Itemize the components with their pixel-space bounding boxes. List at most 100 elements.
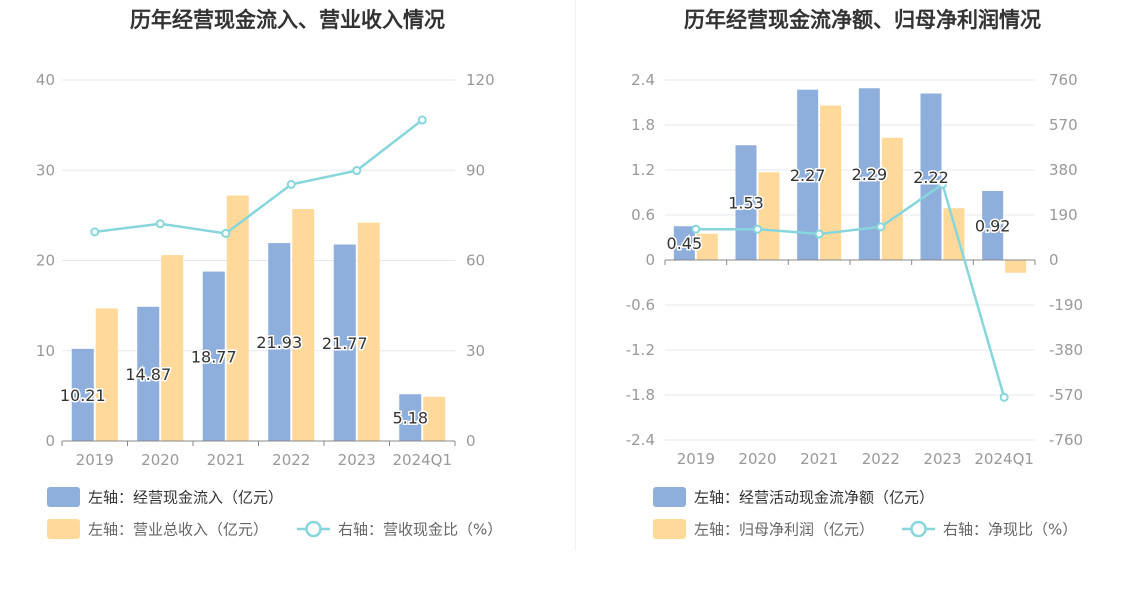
- y-right-tick-label: 60: [466, 252, 485, 270]
- x-tick-label: 2021: [207, 451, 245, 469]
- data-label: 2.22: [913, 168, 949, 187]
- y-left-tick-label: -1.2: [626, 341, 655, 359]
- ratio-point: [155, 219, 165, 229]
- bar-yellow: [423, 396, 446, 441]
- x-tick-label: 2020: [738, 450, 776, 468]
- x-tick-label: 2024Q1: [974, 450, 1034, 468]
- data-label: 2.29: [852, 165, 888, 184]
- grid-and-axes: 0 10 20 30 40 0 30 60 90 120: [36, 71, 495, 450]
- chart-net-cash-profit: 2.4 1.8 1.2 0.6 0 -0.6 -1.2 -1.8 -2.4 760 570 380 19…: [626, 71, 1083, 539]
- bar-yellow: [758, 172, 780, 260]
- y-left-tick-label: -2.4: [626, 431, 655, 449]
- ratio-line: [94, 119, 424, 235]
- ratio-point: [417, 115, 427, 125]
- bar-blue: [735, 145, 757, 260]
- bar-blue: [268, 243, 291, 441]
- ratio-point: [90, 227, 100, 237]
- legend-swatch: [47, 487, 80, 507]
- bar-blue: [797, 89, 819, 260]
- y-right-tick-label: 30: [466, 342, 485, 360]
- bar-blue: [137, 306, 160, 441]
- grid-and-axes: 2.4 1.8 1.2 0.6 0 -0.6 -1.2 -1.8 -2.4 760 570 380 19…: [626, 71, 1083, 449]
- y-left-tick-label: 10: [36, 342, 55, 360]
- bar-yellow: [226, 195, 249, 441]
- y-left-tick-label: 2.4: [631, 71, 655, 89]
- y-left-tick-label: 1.2: [631, 161, 655, 179]
- bar-yellow: [881, 137, 903, 260]
- y-right-tick-label: 0: [466, 432, 476, 450]
- data-label: 14.87: [125, 365, 171, 384]
- ratio-point: [221, 228, 231, 238]
- bar-blue: [982, 191, 1004, 260]
- x-tick-label: 2019: [76, 451, 114, 469]
- y-left-tick-label: 0: [45, 432, 55, 450]
- bar-blue: [333, 244, 356, 441]
- bar-yellow: [95, 308, 118, 441]
- y-left-tick-label: -0.6: [626, 296, 655, 314]
- y-right-tick-label: 760: [1049, 71, 1078, 89]
- data-label: 0.45: [667, 234, 703, 253]
- legend-label: 左轴：经营现金流入（亿元）: [88, 489, 283, 507]
- bar-yellow: [943, 208, 965, 260]
- bar-yellow: [1005, 260, 1027, 273]
- x-tick-label: 2023: [923, 450, 961, 468]
- legend-swatch: [47, 519, 80, 539]
- ratio-point: [938, 179, 947, 189]
- legend: 左轴：经营现金流入（亿元） 左轴：营业总收入（亿元） 右轴：营收现金比（%）: [47, 487, 502, 539]
- bar-yellow: [696, 233, 718, 260]
- data-label: 18.77: [191, 347, 237, 366]
- bar-yellow: [292, 209, 315, 441]
- y-right-tick-label: -190: [1049, 296, 1083, 314]
- y-right-tick-label: -760: [1049, 431, 1083, 449]
- data-label: 5.18: [392, 409, 428, 428]
- x-tick-label: 2023: [338, 451, 376, 469]
- legend-label: 左轴：经营活动现金流净额（亿元）: [694, 489, 934, 507]
- bar-blue: [673, 226, 695, 260]
- y-left-tick-label: 1.8: [631, 116, 655, 134]
- ratio-point: [753, 224, 762, 234]
- legend-swatch: [653, 519, 686, 539]
- y-left-tick-label: 20: [36, 252, 55, 270]
- data-label: 10.21: [60, 386, 106, 405]
- bar-blue: [858, 88, 880, 260]
- ratio-point: [876, 222, 886, 232]
- bar-blue: [202, 271, 225, 441]
- legend-line-marker: [305, 520, 322, 538]
- bar-blue: [920, 93, 942, 260]
- chart-panel-cash-inflow: 历年经营现金流入、营业收入情况 0 10 20 30 40 0 30 60 90 120 2019 2…: [36, 8, 502, 539]
- legend-label: 右轴：净现比（%）: [943, 521, 1077, 539]
- y-right-tick-label: 120: [466, 71, 495, 89]
- legend-line-marker: [910, 520, 927, 538]
- x-tick-label: 2020: [141, 451, 179, 469]
- legend-label: 右轴：营收现金比（%）: [338, 521, 502, 539]
- panel-divider: [575, 0, 576, 550]
- y-right-tick-label: 380: [1049, 161, 1078, 179]
- ratio-point: [691, 224, 701, 234]
- y-left-tick-label: -1.8: [626, 386, 655, 404]
- y-right-tick-label: 90: [466, 161, 485, 179]
- y-right-tick-label: 570: [1049, 116, 1078, 134]
- bar-blue: [399, 394, 422, 441]
- ratio-line: [695, 182, 1006, 398]
- y-right-tick-label: 0: [1049, 251, 1059, 269]
- chart-title: 历年经营现金流入、营业收入情况: [130, 8, 445, 32]
- ratio-point: [999, 392, 1009, 402]
- legend-label: 左轴：营业总收入（亿元）: [88, 521, 268, 539]
- data-label: 1.53: [728, 194, 764, 213]
- bar-yellow: [161, 255, 184, 441]
- legend-swatch: [653, 487, 686, 507]
- bar-yellow: [820, 105, 842, 260]
- y-right-tick-label: 190: [1049, 206, 1078, 224]
- x-tick-label: 2022: [272, 451, 310, 469]
- y-right-tick-label: -570: [1049, 386, 1083, 404]
- x-tick-label: 2022: [862, 450, 900, 468]
- chart-panel-net-cash: 历年经营现金流净额、归母净利润情况 2.4 1.8 1.2 0.6 0 -0.6 -1.2 -…: [577, 0, 1148, 589]
- chart-title: 历年经营现金流净额、归母净利润情况: [684, 8, 1041, 32]
- y-left-tick-label: 0: [645, 251, 655, 269]
- bar-yellow: [357, 222, 380, 441]
- y-right-tick-label: -380: [1049, 341, 1083, 359]
- y-left-tick-label: 0.6: [631, 206, 655, 224]
- data-label: 2.27: [790, 166, 826, 185]
- data-label: 0.92: [975, 217, 1011, 236]
- x-tick-label: 2024Q1: [392, 451, 452, 469]
